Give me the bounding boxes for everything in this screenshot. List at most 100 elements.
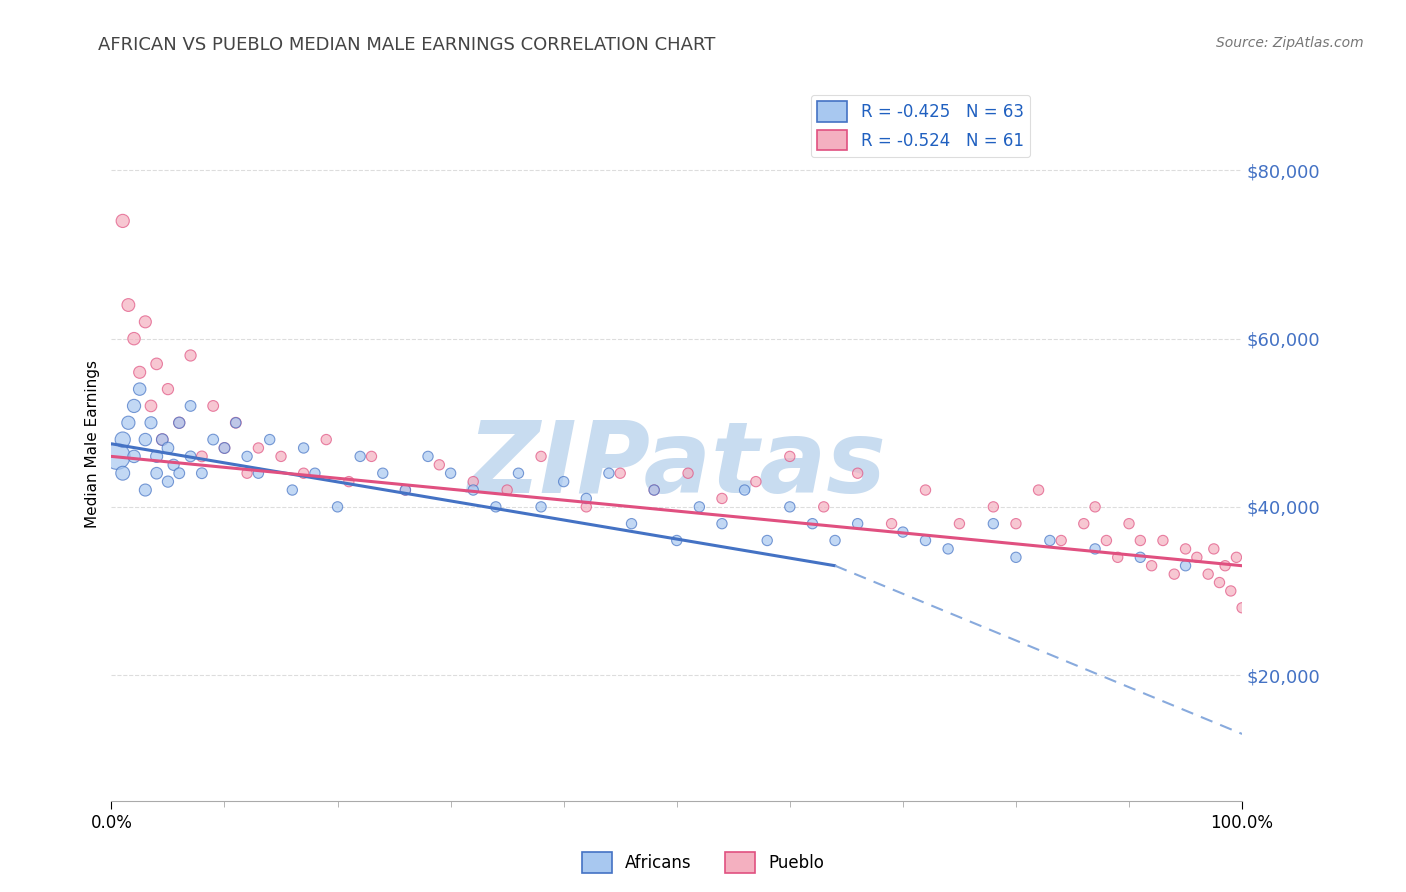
Point xyxy=(1039,533,1062,548)
Point xyxy=(948,516,970,531)
Point xyxy=(270,450,292,464)
Point xyxy=(292,467,315,481)
Point xyxy=(180,450,202,464)
Text: AFRICAN VS PUEBLO MEDIAN MALE EARNINGS CORRELATION CHART: AFRICAN VS PUEBLO MEDIAN MALE EARNINGS C… xyxy=(98,36,716,54)
Text: ZIPatas: ZIPatas xyxy=(467,417,886,514)
Point xyxy=(1107,550,1129,565)
Point xyxy=(1140,558,1163,573)
Point xyxy=(1073,516,1095,531)
Point xyxy=(150,433,173,447)
Point xyxy=(162,458,184,472)
Point xyxy=(191,467,214,481)
Point xyxy=(156,441,179,455)
Point xyxy=(575,491,598,506)
Point xyxy=(496,483,519,497)
Point xyxy=(180,399,202,413)
Point xyxy=(122,450,145,464)
Point xyxy=(824,533,846,548)
Point xyxy=(530,450,553,464)
Point xyxy=(779,450,801,464)
Point xyxy=(508,467,530,481)
Point xyxy=(1225,550,1247,565)
Y-axis label: Median Male Earnings: Median Male Earnings xyxy=(86,359,100,528)
Point xyxy=(1163,567,1185,582)
Point xyxy=(463,475,485,489)
Point xyxy=(813,500,835,514)
Point xyxy=(416,450,439,464)
Point xyxy=(688,500,710,514)
Point xyxy=(983,500,1005,514)
Point xyxy=(281,483,304,497)
Point xyxy=(891,525,914,540)
Point xyxy=(1129,533,1152,548)
Point xyxy=(214,441,236,455)
Point xyxy=(128,382,150,396)
Point xyxy=(247,467,270,481)
Point xyxy=(1118,516,1140,531)
Point xyxy=(530,500,553,514)
Point xyxy=(756,533,779,548)
Point xyxy=(1219,584,1241,599)
Point xyxy=(156,382,179,396)
Point xyxy=(167,416,190,430)
Point xyxy=(111,433,134,447)
Point xyxy=(620,516,643,531)
Point xyxy=(349,450,371,464)
Point xyxy=(145,357,167,371)
Point xyxy=(156,475,179,489)
Point xyxy=(598,467,620,481)
Point xyxy=(259,433,281,447)
Point xyxy=(134,315,156,329)
Point xyxy=(1152,533,1174,548)
Point xyxy=(745,475,768,489)
Point xyxy=(880,516,903,531)
Point xyxy=(371,467,394,481)
Point xyxy=(1185,550,1208,565)
Point xyxy=(485,500,508,514)
Point xyxy=(1005,516,1028,531)
Point xyxy=(139,399,162,413)
Point xyxy=(326,500,349,514)
Point xyxy=(1174,558,1197,573)
Point xyxy=(360,450,382,464)
Point xyxy=(315,433,337,447)
Point xyxy=(247,441,270,455)
Point xyxy=(105,450,128,464)
Point xyxy=(1208,575,1230,590)
Point xyxy=(202,399,225,413)
Point xyxy=(111,214,134,228)
Point xyxy=(337,475,360,489)
Point xyxy=(676,467,699,481)
Point xyxy=(191,450,214,464)
Point xyxy=(575,500,598,514)
Point xyxy=(1230,600,1253,615)
Point xyxy=(914,533,936,548)
Point xyxy=(236,450,259,464)
Point xyxy=(111,467,134,481)
Point xyxy=(1028,483,1050,497)
Point xyxy=(439,467,461,481)
Point xyxy=(134,433,156,447)
Point xyxy=(427,458,450,472)
Point xyxy=(463,483,485,497)
Point xyxy=(665,533,688,548)
Point xyxy=(304,467,326,481)
Legend: R = -0.425   N = 63, R = -0.524   N = 61: R = -0.425 N = 63, R = -0.524 N = 61 xyxy=(811,95,1031,157)
Point xyxy=(117,416,139,430)
Point xyxy=(292,441,315,455)
Point xyxy=(1084,500,1107,514)
Point xyxy=(801,516,824,531)
Point xyxy=(710,516,733,531)
Point xyxy=(1202,541,1225,556)
Point xyxy=(983,516,1005,531)
Point xyxy=(394,483,416,497)
Legend: Africans, Pueblo: Africans, Pueblo xyxy=(575,846,831,880)
Point xyxy=(225,416,247,430)
Point xyxy=(1197,567,1219,582)
Point xyxy=(134,483,156,497)
Point xyxy=(734,483,756,497)
Point xyxy=(1174,541,1197,556)
Point xyxy=(394,483,416,497)
Point xyxy=(914,483,936,497)
Point xyxy=(167,416,190,430)
